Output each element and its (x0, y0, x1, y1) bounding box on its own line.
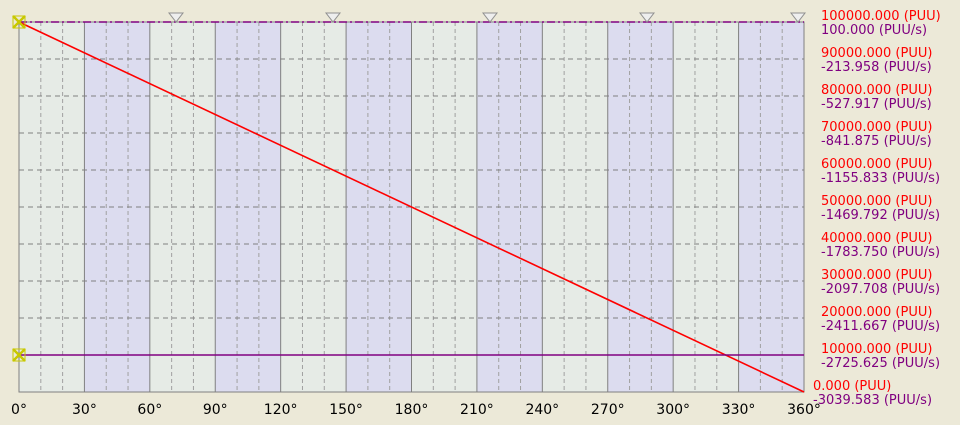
velocity-tick-label: -2411.667 (PUU/s) (821, 319, 940, 334)
x-tick-label: 0° (11, 402, 27, 418)
velocity-tick-label: -841.875 (PUU/s) (821, 134, 932, 149)
position-tick-label: 20000.000 (PUU) (821, 305, 932, 320)
velocity-tick-label: -2725.625 (PUU/s) (821, 356, 940, 371)
x-tick-label: 180° (395, 402, 429, 418)
markers-layer (12, 12, 807, 362)
top-triangle-marker (481, 12, 499, 23)
x-tick-label: 240° (525, 402, 559, 418)
top-triangle-marker (324, 12, 342, 23)
top-triangle-marker (167, 12, 185, 23)
position-tick-label: 100000.000 (PUU) (821, 9, 941, 24)
x-tick-label: 60° (137, 402, 162, 418)
velocity-tick-label: 100.000 (PUU/s) (821, 23, 927, 38)
position-tick-label: 10000.000 (PUU) (821, 342, 932, 357)
position-tick-label: 60000.000 (PUU) (821, 157, 932, 172)
position-tick-label: 90000.000 (PUU) (821, 46, 932, 61)
x-tick-label: 90° (203, 402, 228, 418)
x-tick-label: 210° (460, 402, 494, 418)
velocity-tick-label: -213.958 (PUU/s) (821, 60, 932, 75)
x-tick-label: 300° (656, 402, 690, 418)
x-tick-label: 120° (264, 402, 298, 418)
x-tick-label: 330° (722, 402, 756, 418)
position-tick-label: 70000.000 (PUU) (821, 120, 932, 135)
cross-marker-stroke (12, 15, 26, 29)
cross-marker-box (12, 15, 26, 29)
x-tick-label: 270° (591, 402, 625, 418)
position-tick-label: 40000.000 (PUU) (821, 231, 932, 246)
velocity-tick-label: -527.917 (PUU/s) (821, 97, 932, 112)
plot-frame (18, 21, 805, 393)
position-tick-label: 80000.000 (PUU) (821, 83, 932, 98)
velocity-tick-label: -2097.708 (PUU/s) (821, 282, 940, 297)
x-tick-labels: 0° 30° 60° 90° 120° 150° 180° 210° 240° 270° 300° 3… (11, 402, 821, 418)
top-triangle-marker (638, 12, 656, 23)
x-tick-label: 30° (72, 402, 97, 418)
grid (18, 21, 805, 393)
top-triangle-marker (789, 12, 807, 23)
y-tick-labels: 100000.000 (PUU)100.000 (PUU/s) 90000.000… (813, 9, 941, 408)
position-tick-label: 0.000 (PUU) (813, 379, 891, 394)
velocity-tick-label: -3039.583 (PUU/s) (813, 393, 932, 408)
series-layer (18, 21, 805, 393)
position-tick-label: 50000.000 (PUU) (821, 194, 932, 209)
cross-marker (12, 15, 26, 29)
cross-marker-stroke (12, 348, 26, 362)
velocity-tick-label: -1469.792 (PUU/s) (821, 208, 940, 223)
cross-marker-box (12, 348, 26, 362)
velocity-tick-label: -1155.833 (PUU/s) (821, 171, 940, 186)
x-tick-label: 360° (787, 402, 821, 418)
x-tick-label: 150° (329, 402, 363, 418)
position-series-line (18, 21, 805, 393)
velocity-tick-label: -1783.750 (PUU/s) (821, 245, 940, 260)
position-tick-label: 30000.000 (PUU) (821, 268, 932, 283)
cross-marker (12, 348, 26, 362)
